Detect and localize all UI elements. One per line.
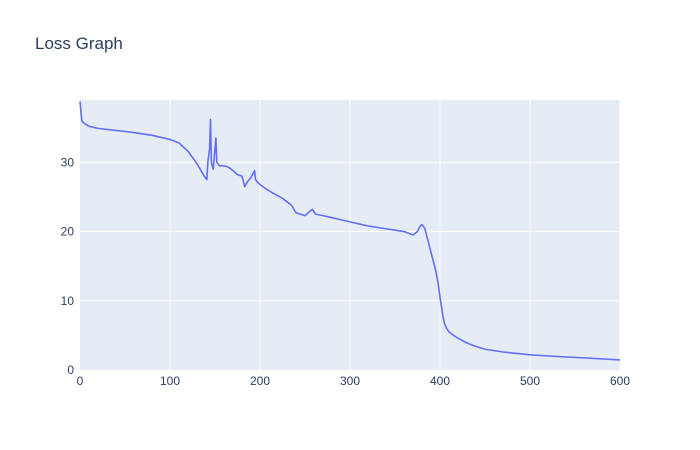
loss-series-line — [79, 101, 621, 361]
x-tick-label: 300 — [340, 374, 360, 388]
chart-title: Loss Graph — [35, 34, 123, 53]
y-tick-label: 20 — [61, 225, 75, 239]
axis-tick-labels: 0 100 200 300 400 500 600 0 10 20 30 — [61, 155, 631, 388]
x-tick-label: 400 — [430, 374, 450, 388]
y-tick-label: 10 — [61, 294, 75, 308]
x-tick-label: 600 — [610, 374, 630, 388]
grid-lines — [80, 100, 621, 370]
x-tick-label: 100 — [160, 374, 180, 388]
y-tick-label: 30 — [61, 155, 75, 169]
x-tick-label: 200 — [250, 374, 270, 388]
x-tick-label: 500 — [520, 374, 540, 388]
y-tick-label: 0 — [67, 363, 74, 377]
x-tick-label: 0 — [77, 374, 84, 388]
